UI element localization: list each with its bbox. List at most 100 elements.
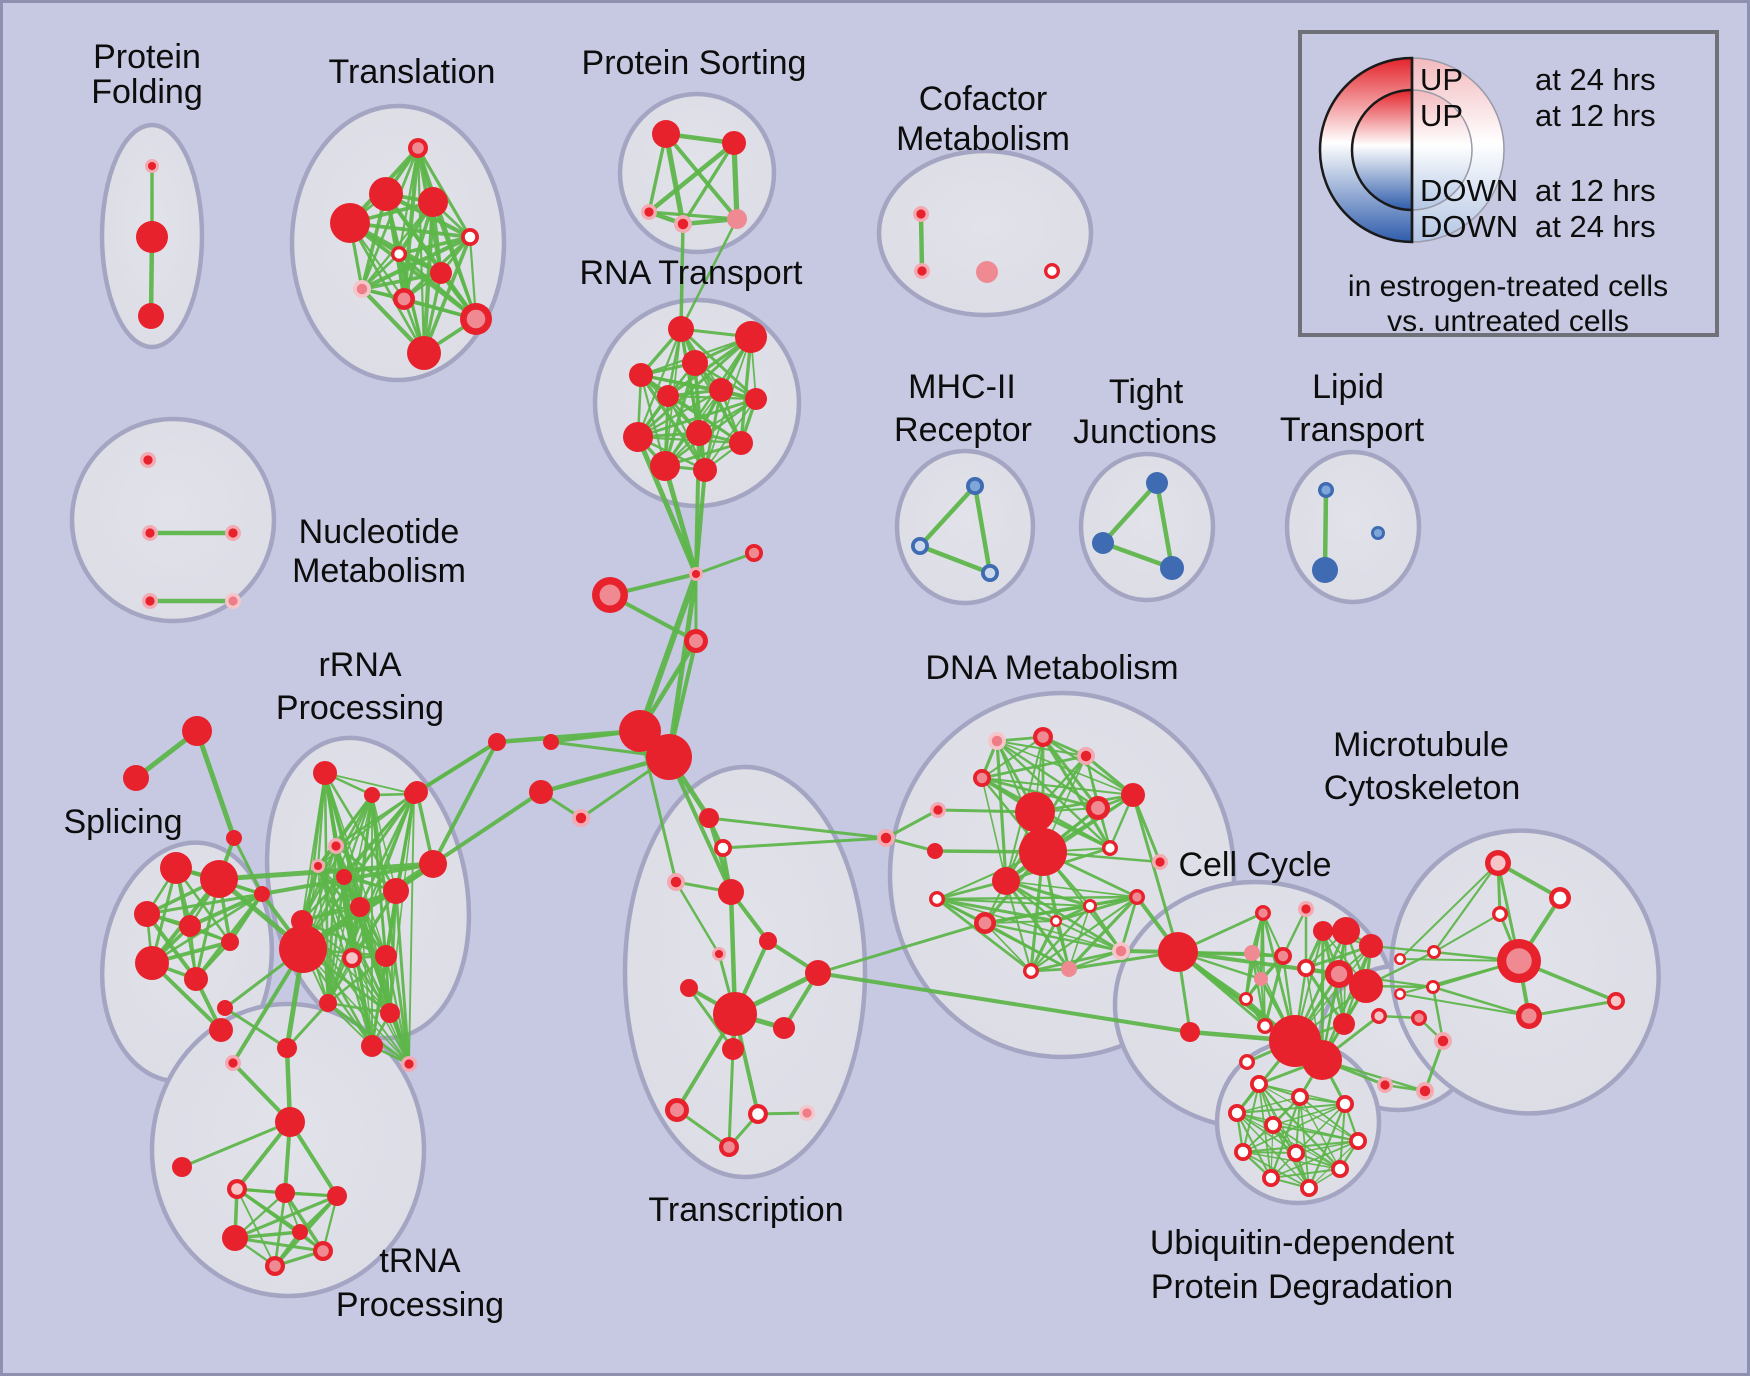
gene-node[interactable] [1359, 934, 1383, 958]
gene-node[interactable] [712, 947, 726, 961]
gene-node[interactable] [914, 263, 930, 279]
gene-node[interactable] [222, 1225, 248, 1251]
gene-node[interactable] [142, 525, 158, 541]
gene-node[interactable] [1264, 1116, 1282, 1134]
gene-node[interactable] [1332, 917, 1360, 945]
gene-node[interactable] [719, 1137, 739, 1157]
gene-node[interactable] [1180, 1022, 1200, 1042]
gene-node[interactable] [657, 385, 679, 407]
gene-node[interactable] [1228, 1104, 1246, 1122]
gene-node[interactable] [529, 780, 553, 804]
gene-node[interactable] [1516, 1003, 1542, 1029]
gene-node[interactable] [1492, 906, 1508, 922]
gene-node[interactable] [225, 1055, 241, 1071]
gene-node[interactable] [680, 979, 698, 997]
gene-node[interactable] [1336, 1095, 1354, 1113]
gene-node[interactable] [292, 1224, 308, 1240]
gene-node[interactable] [1102, 840, 1118, 856]
gene-node[interactable] [1257, 1018, 1273, 1034]
gene-node[interactable] [1318, 482, 1334, 498]
gene-node[interactable] [877, 829, 895, 847]
gene-node[interactable] [145, 159, 159, 173]
gene-node[interactable] [488, 733, 506, 751]
gene-node[interactable] [543, 734, 559, 750]
gene-node[interactable] [1349, 969, 1383, 1003]
gene-node[interactable] [1083, 899, 1097, 913]
gene-node[interactable] [311, 859, 325, 873]
gene-node[interactable] [327, 1186, 347, 1206]
gene-node[interactable] [1312, 557, 1338, 583]
gene-node[interactable] [200, 860, 238, 898]
gene-node[interactable] [1146, 472, 1168, 494]
gene-node[interactable] [227, 1179, 247, 1199]
gene-node[interactable] [313, 1241, 333, 1261]
gene-node[interactable] [1300, 1179, 1318, 1197]
gene-node[interactable] [722, 131, 746, 155]
gene-node[interactable] [1297, 959, 1315, 977]
gene-node[interactable] [1061, 961, 1077, 977]
gene-node[interactable] [689, 567, 703, 581]
gene-node[interactable] [136, 221, 168, 253]
gene-node[interactable] [134, 901, 160, 927]
gene-node[interactable] [1015, 792, 1055, 832]
gene-node[interactable] [1349, 1132, 1367, 1150]
gene-node[interactable] [1019, 828, 1067, 876]
gene-node[interactable] [1434, 1032, 1452, 1050]
gene-node[interactable] [729, 431, 753, 455]
gene-node[interactable] [668, 316, 694, 342]
gene-node[interactable] [275, 1107, 305, 1137]
gene-node[interactable] [364, 787, 380, 803]
gene-node[interactable] [646, 734, 692, 780]
gene-node[interactable] [1333, 1013, 1355, 1035]
gene-node[interactable] [745, 388, 767, 410]
gene-node[interactable] [1086, 796, 1110, 820]
gene-node[interactable] [966, 477, 984, 495]
gene-node[interactable] [1607, 992, 1625, 1010]
gene-node[interactable] [699, 808, 719, 828]
gene-node[interactable] [1160, 556, 1184, 580]
gene-node[interactable] [1371, 526, 1385, 540]
gene-node[interactable] [225, 593, 241, 609]
gene-node[interactable] [981, 564, 999, 582]
gene-node[interactable] [988, 732, 1006, 750]
gene-node[interactable] [686, 420, 712, 446]
gene-node[interactable] [684, 629, 708, 653]
gene-node[interactable] [1077, 747, 1095, 765]
gene-node[interactable] [1033, 727, 1053, 747]
gene-node[interactable] [665, 1098, 689, 1122]
gene-node[interactable] [1262, 1169, 1280, 1187]
gene-node[interactable] [1092, 532, 1114, 554]
gene-node[interactable] [135, 946, 169, 980]
gene-node[interactable] [1239, 992, 1253, 1006]
gene-node[interactable] [629, 363, 653, 387]
gene-node[interactable] [1485, 850, 1511, 876]
gene-node[interactable] [718, 879, 744, 905]
gene-node[interactable] [328, 838, 344, 854]
gene-node[interactable] [973, 769, 991, 787]
gene-node[interactable] [1244, 945, 1260, 961]
gene-node[interactable] [623, 422, 653, 452]
gene-node[interactable] [773, 1017, 795, 1039]
gene-node[interactable] [913, 206, 929, 222]
gene-node[interactable] [759, 932, 777, 950]
gene-node[interactable] [1394, 953, 1406, 965]
gene-node[interactable] [254, 886, 270, 902]
gene-node[interactable] [1254, 972, 1268, 986]
gene-node[interactable] [682, 350, 708, 376]
gene-node[interactable] [353, 280, 371, 298]
gene-node[interactable] [179, 915, 201, 937]
gene-node[interactable] [209, 1018, 233, 1042]
gene-node[interactable] [182, 716, 212, 746]
gene-node[interactable] [350, 897, 370, 917]
gene-node[interactable] [976, 261, 998, 283]
gene-node[interactable] [160, 852, 192, 884]
gene-node[interactable] [929, 891, 945, 907]
gene-node[interactable] [418, 187, 448, 217]
gene-node[interactable] [1411, 1010, 1427, 1026]
gene-node[interactable] [1302, 1040, 1342, 1080]
gene-node[interactable] [217, 1000, 233, 1016]
gene-node[interactable] [930, 802, 946, 818]
gene-node[interactable] [123, 765, 149, 791]
gene-node[interactable] [279, 925, 327, 973]
gene-node[interactable] [375, 945, 397, 967]
